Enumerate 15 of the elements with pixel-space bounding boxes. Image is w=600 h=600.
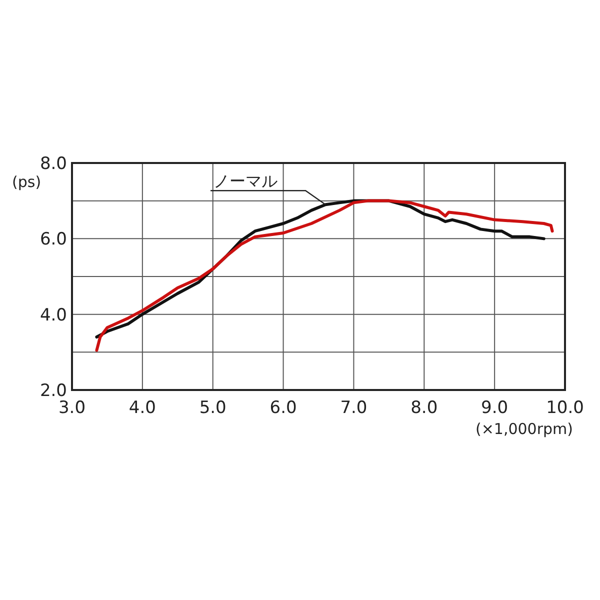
y-tick-label: 4.0 — [40, 305, 67, 326]
x-tick-label: 7.0 — [340, 398, 368, 418]
x-tick-label: 4.0 — [128, 398, 156, 418]
y-tick-label: 6.0 — [40, 230, 67, 250]
annotation: ノーマル — [214, 172, 278, 191]
y-tick-label: 8.0 — [40, 154, 67, 174]
y-axis-title: (ps) — [12, 172, 42, 191]
x-tick-label: 6.0 — [270, 398, 297, 418]
x-tick-label: 9.0 — [481, 398, 508, 418]
x-tick-label: 8.0 — [410, 398, 438, 418]
x-tick-label: 5.0 — [199, 398, 226, 418]
x-axis-title: (×1,000rpm) — [475, 420, 573, 438]
x-tick-label: 10.0 — [546, 398, 584, 418]
x-tick-label: 3.0 — [58, 398, 86, 418]
y-tick-label: 2.0 — [40, 381, 67, 401]
